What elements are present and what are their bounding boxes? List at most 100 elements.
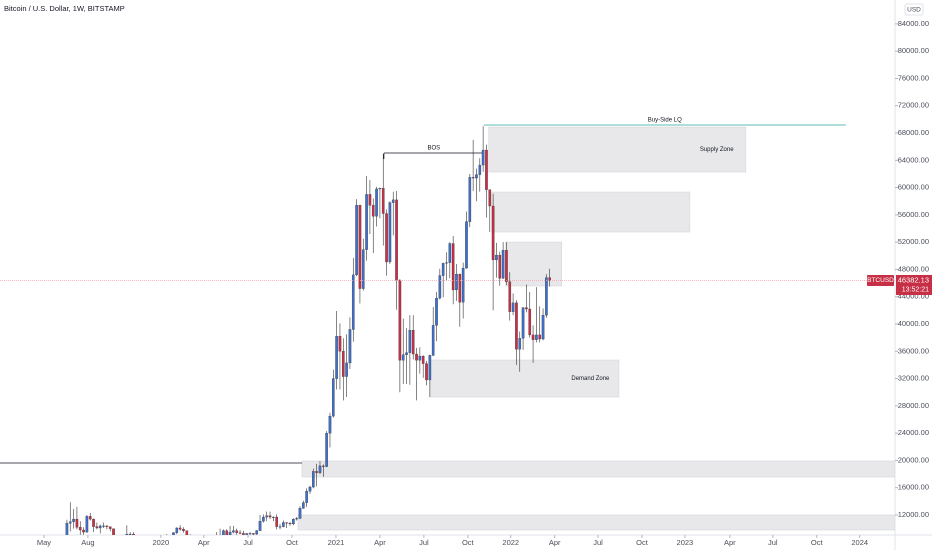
candle-body (265, 515, 269, 518)
zone-label: Demand Zone (571, 376, 610, 382)
x-tick-label: Apr (198, 538, 210, 547)
candle-body (418, 355, 422, 361)
candle-body (375, 188, 378, 217)
candle-body (481, 149, 485, 166)
y-tick-label: 24000.00 (898, 428, 929, 437)
candle-body (381, 188, 385, 214)
candle-body (391, 199, 395, 203)
x-tick-label: 2021 (328, 538, 345, 547)
y-tick-label: 64000.00 (898, 155, 929, 164)
y-tick-label: 32000.00 (898, 374, 929, 383)
candle-body (278, 526, 282, 528)
x-tick-label: 2024 (851, 538, 868, 547)
candle-body (508, 281, 512, 312)
x-tick-label: Oct (462, 538, 475, 547)
candle-body (92, 518, 95, 527)
candle-body (378, 188, 382, 190)
candle-body (68, 521, 72, 524)
annotation-label: Buy-Side LQ (648, 118, 682, 124)
candle-body (248, 533, 252, 535)
candle-body (102, 525, 105, 527)
candle-body (405, 352, 408, 355)
candle-body (335, 336, 338, 379)
y-tick-label: 40000.00 (898, 319, 929, 328)
candle-body (302, 502, 305, 509)
x-tick-label: Jul (593, 538, 603, 547)
candle-body (285, 522, 288, 524)
candle-body (222, 530, 225, 535)
zone (429, 359, 620, 398)
candle-body (78, 527, 82, 531)
symbol-tag (867, 274, 894, 286)
candle-body (451, 243, 455, 291)
candle-body (495, 254, 498, 261)
x-tick-label: Jul (243, 538, 253, 547)
candle-body (85, 516, 89, 533)
candle-body (421, 355, 425, 364)
candle-body (478, 164, 482, 175)
candle-body (272, 516, 275, 518)
zone (297, 514, 895, 531)
candle-body (262, 516, 265, 522)
candle-body (541, 314, 545, 340)
candle-body (228, 531, 232, 535)
candle-body (358, 205, 362, 289)
plot-area: Supply Zone Demand Zone BOS Buy-Side LQ (0, 118, 895, 535)
y-tick-label: 48000.00 (898, 264, 929, 273)
candle-body (338, 336, 342, 352)
candle-body (491, 205, 495, 261)
candle-body (448, 243, 452, 263)
candle-body (112, 528, 115, 535)
candle-body (235, 530, 239, 533)
candle-body (445, 262, 448, 264)
candle-body (275, 516, 278, 527)
y-tick-label: 84000.00 (898, 19, 929, 28)
candle-body (355, 205, 358, 276)
candle-body (458, 274, 462, 303)
candle-body (361, 249, 365, 289)
candle-body (75, 518, 79, 528)
x-tick-label: Aug (81, 538, 94, 547)
candle-body (511, 302, 515, 312)
y-tick-label: 36000.00 (898, 346, 929, 355)
candle-body (468, 177, 472, 222)
candle-body (255, 530, 259, 535)
currency-box[interactable] (904, 3, 924, 16)
y-tick-label: 80000.00 (898, 46, 929, 55)
zone-label: Supply Zone (700, 147, 734, 153)
candle-body (178, 527, 182, 530)
currency: USD (907, 7, 921, 14)
candle-body (411, 330, 415, 355)
candle-body (431, 325, 435, 356)
zone (505, 241, 563, 287)
candle-body (175, 527, 179, 533)
candle-body (225, 530, 229, 535)
candle-body (105, 525, 109, 527)
candle-body (82, 529, 85, 533)
candle-body (98, 525, 102, 529)
candle-body (385, 213, 388, 263)
candle-body (282, 522, 285, 527)
candle-body (498, 254, 502, 279)
y-tick-label: 28000.00 (898, 401, 929, 410)
chart-title: Bitcoin / U.S. Dollar, 1W, BITSTAMP (4, 4, 125, 13)
candle-body (245, 533, 249, 535)
candle-body (345, 362, 348, 377)
y-tick-label: 52000.00 (898, 237, 929, 246)
candle-body (485, 149, 488, 190)
candle-body (328, 415, 332, 434)
candle-body (518, 338, 522, 350)
candle-body (365, 194, 368, 250)
candle-body (331, 378, 335, 417)
y-tick-label: 44000.00 (898, 292, 929, 301)
x-tick-label: Oct (636, 538, 649, 547)
candle-body (308, 486, 312, 492)
candle-body (318, 465, 322, 473)
candle-body (545, 277, 548, 316)
y-tick-label: 12000.00 (898, 510, 929, 519)
countdown: 13:52:21 (902, 286, 929, 293)
candle-body (408, 330, 412, 353)
symbol-label: BTCUSD (867, 277, 894, 284)
candle-body (521, 307, 525, 339)
